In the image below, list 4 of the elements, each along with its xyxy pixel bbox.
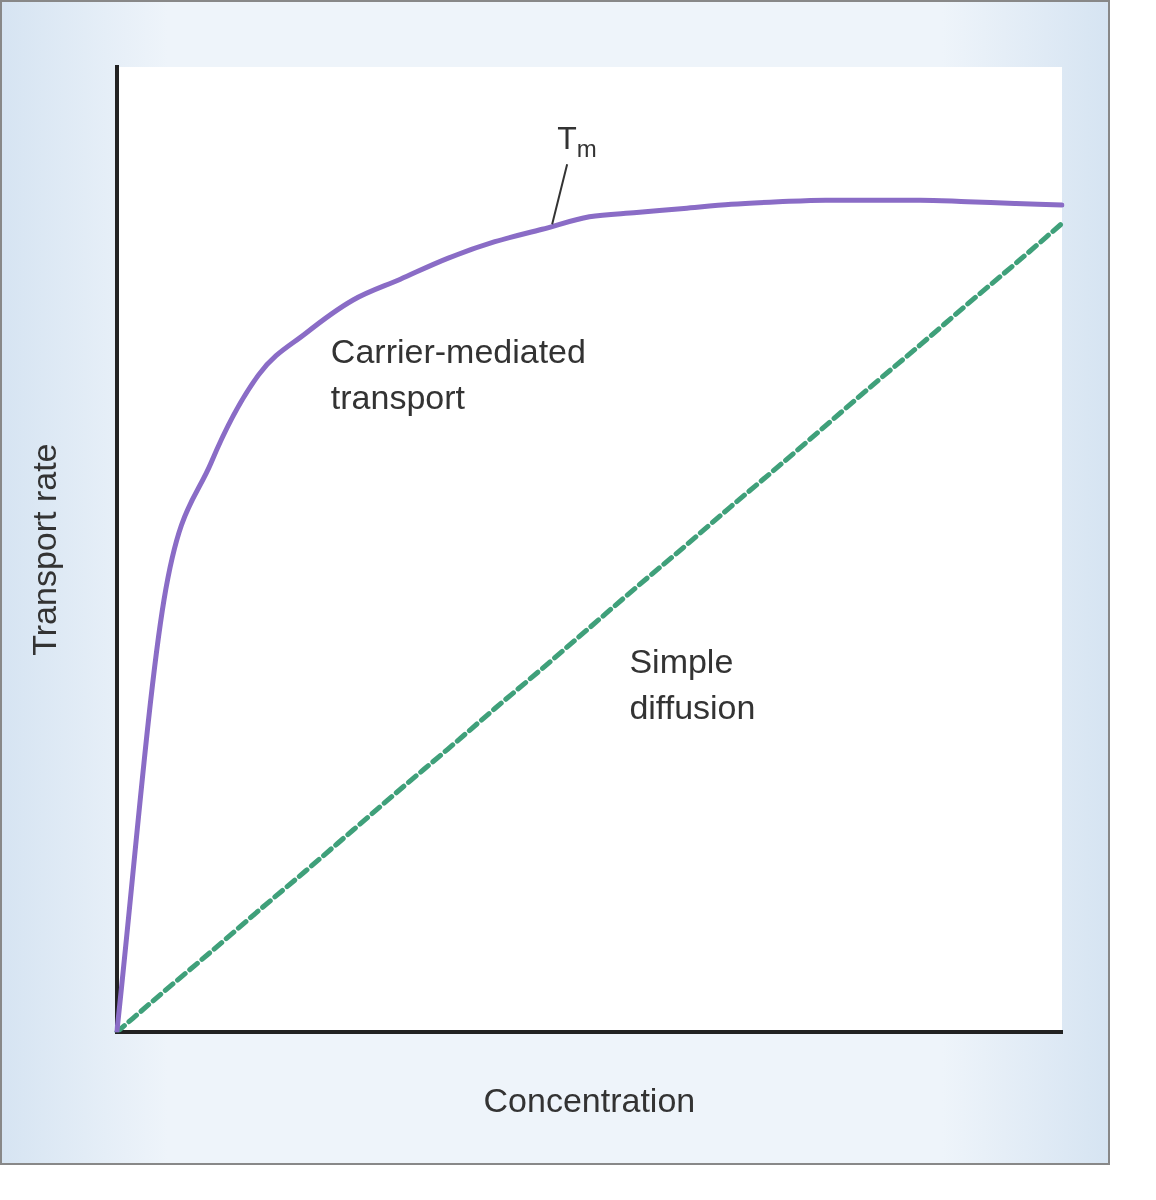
y-axis-title: Transport rate [24,443,63,656]
x-axis-title: Concentration [483,1080,696,1119]
series-label: Carrier-mediated transport [330,332,586,417]
series-label: Simple diffusion [629,641,756,726]
